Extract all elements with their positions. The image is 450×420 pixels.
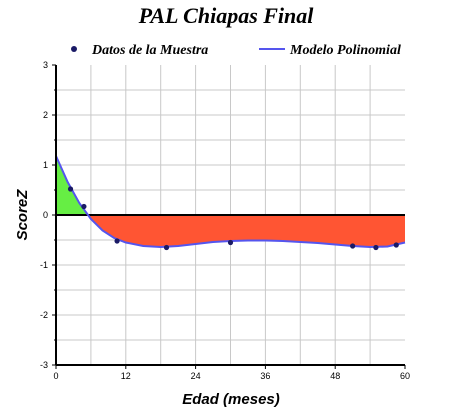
y-tick-label: 3 (43, 60, 48, 70)
x-tick-label: 12 (121, 371, 131, 381)
sample-point (373, 244, 379, 251)
sample-point (163, 244, 170, 251)
model-curve-group (55, 155, 406, 249)
legend-label-sample: Datos de la Muestra (91, 43, 208, 58)
chart-title: PAL Chiapas Final (138, 3, 315, 28)
x-tick-label: 24 (191, 371, 201, 381)
y-axis-label: ScoreZ (14, 189, 31, 241)
legend-label-model: Modelo Polinomial (289, 43, 401, 58)
model-curve (55, 155, 406, 249)
tick-labels: 0 12 24 36 48 60 3 2 1 0 -1 -2 -3 (40, 60, 410, 381)
positive-area-fill (56, 156, 88, 215)
sample-point (227, 239, 234, 246)
sample-point (114, 238, 120, 244)
legend: Datos de la Muestra Modelo Polinomial (71, 43, 401, 58)
sample-points (67, 186, 399, 251)
y-tick-label: -3 (40, 360, 48, 370)
legend-marker-sample (71, 46, 77, 52)
x-tick-label: 0 (53, 371, 58, 381)
area-fills (56, 156, 405, 247)
y-tick-label: -1 (40, 260, 48, 270)
negative-area-fill (87, 215, 405, 247)
sample-point (393, 242, 399, 248)
y-tick-label: 0 (43, 210, 48, 220)
x-tick-label: 36 (260, 371, 270, 381)
sample-point (67, 186, 74, 192)
y-tick-label: 2 (43, 110, 48, 120)
sample-point (81, 203, 87, 210)
y-tick-label: -2 (40, 310, 48, 320)
x-axis-label: Edad (meses) (182, 391, 280, 408)
sample-point (350, 243, 356, 249)
x-tick-label: 60 (400, 371, 410, 381)
x-tick-label: 48 (330, 371, 340, 381)
y-tick-label: 1 (43, 160, 48, 170)
